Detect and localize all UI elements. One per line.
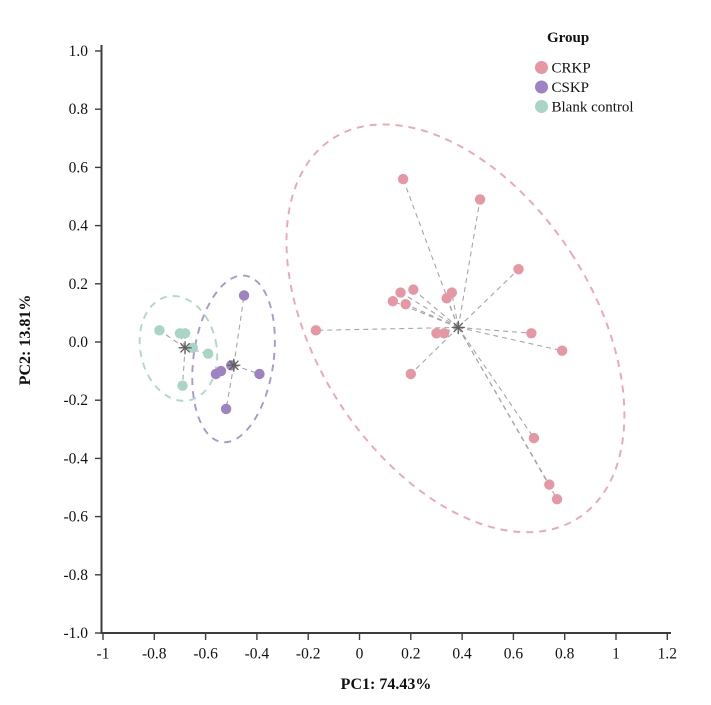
- x-tick-label: 0.2: [401, 646, 420, 663]
- data-point-cskp: [254, 368, 265, 380]
- centroid-markers: [178, 320, 465, 372]
- connector-line-crkp: [451, 292, 459, 328]
- centroid-ray: [453, 322, 464, 333]
- connector-line-crkp: [457, 327, 535, 439]
- data-point-blank-control: [187, 342, 198, 354]
- centroid-star-cskp: [227, 358, 241, 372]
- y-tick-label: 0.8: [69, 101, 89, 118]
- data-point-blank-control: [202, 348, 214, 359]
- y-tick-label: -0.2: [63, 392, 88, 409]
- legend-label-blank-control: Blank control: [552, 100, 634, 116]
- legend-label-cskp: CSKP: [552, 80, 590, 96]
- legend-title: Group: [547, 30, 589, 46]
- y-tick-label: 0.2: [69, 276, 88, 293]
- data-point-crkp: [400, 298, 411, 310]
- legend-swatch-blank-control: [535, 100, 548, 113]
- data-point-crkp: [544, 479, 555, 490]
- connector-line-crkp: [413, 289, 459, 328]
- x-tick-label: -0.4: [245, 646, 270, 663]
- y-tick-label: 0.6: [69, 159, 89, 176]
- centroid-ray: [180, 342, 190, 353]
- data-point-crkp: [438, 328, 450, 339]
- x-tick-label: -0.8: [142, 646, 167, 663]
- data-point-crkp: [551, 493, 563, 505]
- x-tick-label: -1: [97, 646, 110, 663]
- data-point-cskp: [238, 290, 250, 301]
- connector-line-cskp: [225, 365, 235, 410]
- ellipse-blank-control: [138, 295, 219, 402]
- data-point-crkp: [431, 328, 442, 339]
- y-tick-label: -0.8: [63, 567, 88, 584]
- y-tick-label: 0.4: [69, 218, 89, 235]
- axes: -1 -0.8 -0.6 -0.4 -0.2 0 0.2 0.4 0.6 0.8 1 1.2 1.0 0.…: [63, 43, 677, 663]
- data-point-crkp: [387, 296, 399, 307]
- connector-line-crkp: [315, 326, 459, 331]
- centroid-ray: [228, 360, 239, 371]
- data-point-crkp: [405, 368, 416, 380]
- ellipse-crkp: [285, 123, 626, 534]
- connector-line-crkp: [457, 199, 481, 328]
- y-tick-label: -0.4: [63, 450, 88, 467]
- connector-line-crkp: [410, 327, 459, 375]
- y-tick-label: -1.0: [63, 625, 88, 642]
- x-tick-label: 0.6: [504, 646, 524, 663]
- y-axis-title: PC2: 13.81%: [17, 295, 34, 386]
- centroid-star-blank-control: [178, 341, 192, 355]
- x-axis-title: PC1: 74.43%: [341, 676, 432, 693]
- x-tick-label: -0.6: [193, 646, 218, 663]
- legend-label-crkp: CRKP: [552, 61, 591, 77]
- data-point-crkp: [526, 328, 537, 339]
- x-tick-label: 1: [612, 646, 620, 663]
- connector-line-crkp: [402, 178, 459, 328]
- connector-line-crkp: [405, 303, 459, 328]
- connector-line-crkp: [457, 327, 558, 500]
- legend: Group CRKP CSKP Blank control: [535, 30, 634, 116]
- y-tick-label: 0.0: [69, 334, 89, 351]
- data-point-crkp: [395, 287, 406, 298]
- data-point-crkp: [310, 325, 322, 336]
- legend-swatch-crkp: [535, 61, 548, 74]
- data-point-crkp: [446, 287, 458, 298]
- x-tick-label: -0.2: [296, 646, 321, 663]
- x-tick-label: 0.8: [555, 646, 575, 663]
- data-point-crkp: [513, 264, 524, 275]
- data-point-crkp: [528, 432, 540, 444]
- data-point-crkp: [474, 194, 486, 205]
- connector-line-crkp: [400, 292, 459, 328]
- data-point-blank-control: [154, 325, 165, 336]
- x-tick-label: 0: [356, 646, 364, 663]
- centroid-connectors: [159, 178, 563, 500]
- data-point-blank-control: [177, 380, 188, 391]
- data-point-cskp: [215, 365, 227, 377]
- data-point-blank-control: [179, 328, 191, 339]
- data-point-cskp: [220, 403, 232, 415]
- connector-line-crkp: [458, 326, 532, 334]
- connector-line-cskp: [233, 295, 245, 366]
- connector-line-crkp: [458, 326, 563, 352]
- confidence-ellipses: [138, 123, 626, 534]
- x-tick-label: 0.4: [452, 646, 472, 663]
- data-point-crkp: [556, 345, 568, 356]
- y-tick-label: 1.0: [69, 43, 89, 60]
- connector-line-crkp: [457, 268, 519, 328]
- x-tick-label: 1.2: [658, 646, 677, 663]
- y-tick-label: -0.6: [63, 509, 88, 526]
- legend-swatch-cskp: [535, 80, 548, 94]
- centroid-star-crkp: [451, 320, 465, 335]
- data-point-crkp: [408, 284, 419, 295]
- data-points: [154, 173, 568, 505]
- data-point-crkp: [397, 173, 409, 185]
- connector-line-blank-control: [181, 347, 186, 386]
- ellipse-cskp: [191, 274, 276, 444]
